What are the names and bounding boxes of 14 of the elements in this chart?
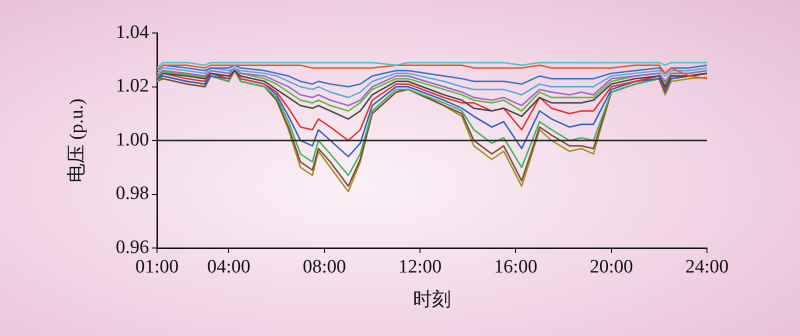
y-tick-label: 1.00 bbox=[116, 129, 149, 150]
y-tick-label: 1.04 bbox=[116, 22, 150, 43]
x-tick-label: 12:00 bbox=[398, 256, 442, 278]
y-axis-title: 电压 (p.u.) bbox=[66, 98, 88, 182]
x-axis-title: 时刻 bbox=[413, 288, 451, 311]
x-tick-label: 08:00 bbox=[302, 256, 346, 278]
x-tick-label: 24:00 bbox=[685, 256, 729, 278]
x-tick-label: 20:00 bbox=[590, 256, 633, 278]
y-tick-label: 0.96 bbox=[116, 236, 149, 258]
x-tick-label: 04:00 bbox=[207, 256, 250, 278]
y-tick-label: 1.02 bbox=[116, 76, 149, 97]
x-tick-label: 01:00 bbox=[135, 256, 179, 278]
y-tick-label: 0.98 bbox=[116, 183, 149, 204]
x-tick-label: 16:00 bbox=[494, 256, 538, 278]
